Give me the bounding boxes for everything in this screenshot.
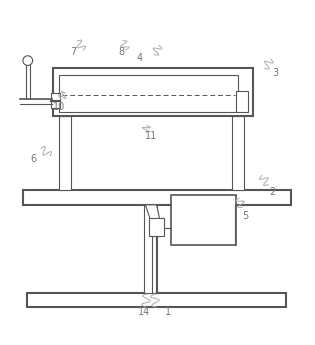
Bar [27, 293, 286, 307]
Bar [149, 218, 164, 236]
Text: 11: 11 [145, 131, 158, 141]
Text: 7: 7 [70, 47, 76, 57]
Text: 14: 14 [138, 307, 150, 317]
Bar [53, 68, 253, 116]
Text: 10: 10 [53, 102, 65, 112]
Bar [59, 116, 71, 190]
Text: 5: 5 [242, 211, 248, 221]
Bar [170, 195, 236, 245]
Bar [236, 91, 248, 112]
Text: 1: 1 [165, 307, 171, 317]
Bar [59, 75, 238, 112]
Bar [23, 190, 290, 205]
Text: 4: 4 [136, 52, 142, 62]
Bar [144, 205, 157, 293]
Bar [232, 116, 244, 190]
Text: 6: 6 [31, 154, 37, 164]
Polygon shape [146, 205, 161, 223]
Bar [51, 93, 60, 108]
Text: 2: 2 [269, 187, 276, 197]
Text: 3: 3 [272, 68, 278, 78]
Text: 8: 8 [118, 47, 124, 57]
